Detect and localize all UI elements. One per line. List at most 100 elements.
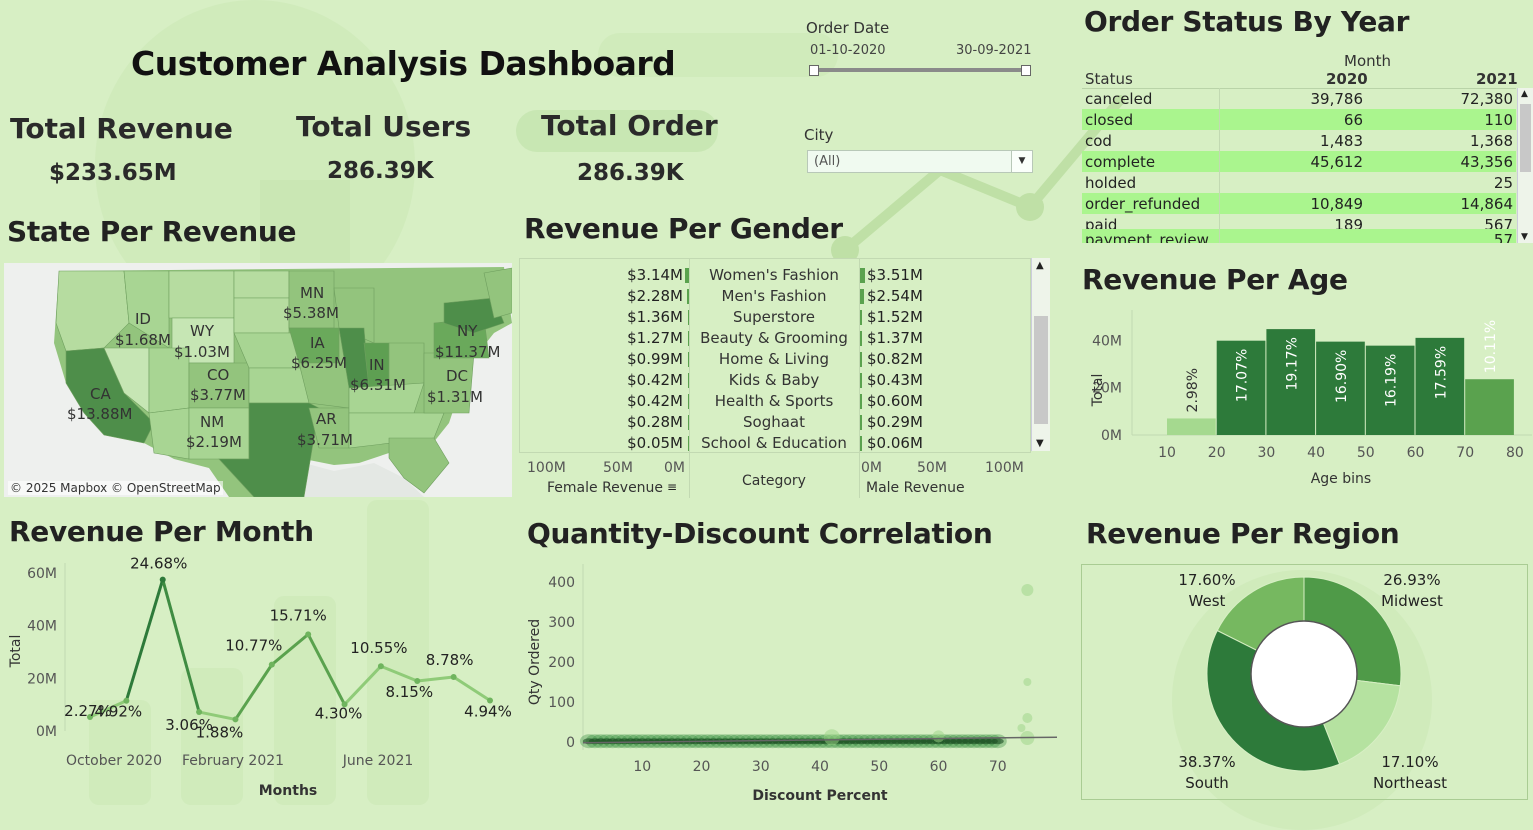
order-status-scrollbar[interactable]: ▲ ▼ [1517, 88, 1533, 243]
map-label-dc-state: DC [446, 367, 469, 385]
month-line-segment [306, 632, 347, 706]
month-line-segment [379, 664, 419, 683]
male-tick: 100M [985, 460, 1024, 476]
date-slider-end-handle[interactable] [1021, 65, 1031, 76]
x-tick-label: 70 [989, 759, 1007, 775]
scroll-up-icon[interactable]: ▲ [1036, 260, 1044, 271]
map-label-mn-value: $5.38M [283, 304, 339, 322]
region-percent-label: 26.93% [1383, 571, 1440, 589]
month-data-label: 8.15% [385, 683, 433, 701]
female-tick: 50M [603, 460, 633, 476]
gender-divider-right [859, 258, 860, 498]
region-chart-frame [1081, 564, 1528, 800]
background-bar [274, 596, 336, 805]
status-cell: complete [1085, 153, 1156, 171]
month-data-label: 4.94% [464, 702, 512, 720]
x-axis-label: Age bins [1311, 471, 1371, 487]
region-percent-label: 38.37% [1178, 753, 1235, 771]
male-bar [860, 415, 862, 430]
male-bar [860, 289, 864, 304]
y-tick-label: 60M [27, 566, 57, 582]
female-bar [685, 268, 690, 283]
map-label-dc-value: $1.31M [427, 388, 483, 406]
male-value-label: $0.29M [867, 413, 923, 431]
month-data-label: 4.92% [95, 703, 143, 721]
scroll-down-icon[interactable]: ▼ [1036, 438, 1044, 449]
gender-row: $2.28M Men's Fashion $2.54M [519, 285, 1031, 306]
order-status-group-header: Month [1344, 52, 1392, 70]
sort-icon[interactable]: ≡ [667, 480, 678, 494]
male-value-label: $1.52M [867, 308, 923, 326]
map-label-co-state: CO [207, 366, 230, 384]
city-dropdown[interactable]: (All) ▼ [807, 150, 1033, 173]
scrollbar-thumb[interactable] [1034, 316, 1048, 424]
us-map[interactable]: © 2025 Mapbox © OpenStreetMap [4, 263, 512, 497]
x-tick-label: 40 [811, 759, 829, 775]
date-slider-track[interactable] [814, 68, 1025, 72]
month-chart: 0M 20M 40M 60M 2.27%4.92% 24.68% 3.06%1.88% 10.… [8, 555, 512, 799]
month-point [341, 701, 348, 708]
category-label: Women's Fashion [709, 266, 839, 284]
month-line-segment [197, 710, 237, 721]
month-line-segment [124, 578, 165, 703]
x-tick-label: 50 [870, 759, 888, 775]
month-line-segment [343, 664, 383, 706]
chevron-down-icon[interactable]: ▼ [1011, 151, 1032, 172]
month-data-label: 24.68% [130, 555, 187, 573]
value-cell: 66 [1343, 111, 1363, 129]
x-tick-label: 80 [1506, 445, 1524, 461]
x-tick-label: October 2020 [66, 753, 162, 769]
age-bar [1415, 337, 1465, 435]
x-tick-label: 10 [1158, 445, 1176, 461]
kpi-orders-label: Total Order [541, 109, 718, 142]
kpi-revenue-value: $233.65M [49, 160, 177, 186]
gender-row: $0.42M Kids & Baby $0.43M [519, 369, 1031, 390]
gender-scrollbar[interactable]: ▲ ▼ [1031, 258, 1050, 451]
male-tick: 0M [861, 460, 882, 476]
age-bar [1216, 340, 1266, 435]
male-value-label: $0.06M [867, 434, 923, 452]
gender-divider-left [689, 258, 690, 498]
order-status-body: canceled 39,786 72,380 closed 66 110 cod 1,48… [1082, 88, 1516, 243]
region-name-label: Midwest [1381, 592, 1443, 610]
order-status-column-status: Status [1085, 70, 1133, 88]
status-cell: payment_review [1085, 231, 1209, 243]
female-value-label: $1.27M [627, 329, 683, 347]
kpi-orders-value: 286.39K [577, 160, 684, 186]
month-point [123, 697, 130, 704]
background-bar [367, 500, 429, 805]
male-tick: 50M [917, 460, 947, 476]
scatter-chart: 0 100 200 300 400 10 20 30 40 50 60 70 Qty Ordered Di… [527, 564, 1058, 804]
age-bar-label: 10.11% [1483, 320, 1499, 373]
scatter-point [823, 729, 840, 746]
x-axis-label: Discount Percent [752, 788, 888, 804]
map-label-id-value: $1.68M [115, 331, 171, 349]
status-cell: closed [1085, 111, 1134, 129]
female-axis-label: Female Revenue [547, 480, 664, 496]
region-percent-label: 17.60% [1178, 571, 1235, 589]
donut-hole [1250, 620, 1358, 728]
value-cell: 1,368 [1470, 132, 1513, 150]
value-cell: 57 [1493, 231, 1513, 243]
male-axis-label: Male Revenue [866, 480, 965, 496]
order-status-title: Order Status By Year [1084, 5, 1410, 38]
y-tick-label: 200 [548, 655, 575, 671]
month-line-segment [233, 663, 274, 721]
age-bar-label: 16.90% [1334, 350, 1350, 403]
status-cell: holded [1085, 174, 1137, 192]
value-cell: 14,864 [1460, 195, 1514, 213]
table-row: closed 66 110 [1082, 109, 1516, 130]
female-bar [687, 310, 690, 325]
region-name-label: West [1189, 592, 1226, 610]
map-label-mn-state: MN [300, 284, 325, 302]
scroll-up-icon[interactable]: ▲ [1521, 89, 1528, 99]
date-slider-start-handle[interactable] [809, 65, 819, 76]
scatter-point [991, 738, 1004, 745]
gender-row: $0.28M Soghaat $0.29M [519, 411, 1031, 432]
city-label: City [804, 126, 834, 144]
female-value-label: $0.05M [627, 434, 683, 452]
scroll-down-icon[interactable]: ▼ [1521, 232, 1528, 242]
month-data-label: 10.55% [350, 639, 407, 657]
scrollbar-thumb[interactable] [1520, 104, 1531, 172]
gender-axis-divider [519, 452, 1031, 453]
